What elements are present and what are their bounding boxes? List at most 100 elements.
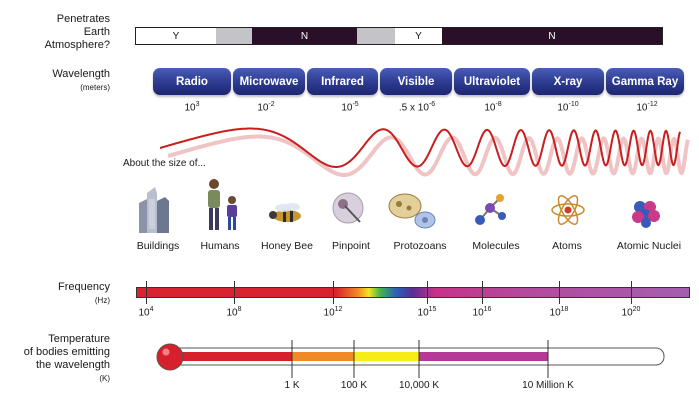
frequency-tick-label: 1012: [313, 306, 353, 318]
temperature-tick-label: 10 Million K: [522, 380, 574, 391]
atmosphere-segment-text: Y: [172, 30, 180, 42]
band-radio: Radio: [153, 68, 231, 95]
wavelength-value: 10-2: [231, 101, 301, 113]
band-microwave: Microwave: [233, 68, 305, 95]
frequency-title: Frequency: [58, 281, 110, 293]
frequency-bar: [136, 287, 690, 298]
honey-bee-icon: [269, 203, 301, 222]
frequency-tick: [427, 281, 428, 304]
frequency-exponent: 20: [632, 306, 641, 313]
frequency-base: 10: [621, 307, 633, 319]
wavelength-value: .5 x 10-6: [382, 101, 452, 113]
frequency-exponent: 16: [483, 306, 492, 313]
atmosphere-segment-text: N: [548, 30, 556, 42]
wavelength-exponent: -8: [495, 101, 502, 108]
band-infrared: Infrared: [307, 68, 378, 95]
temperature-label: Temperature of bodies emitting the wavel…: [5, 333, 110, 385]
temperature-segment: [292, 352, 354, 361]
wavelength-base: .5 x 10: [398, 102, 429, 114]
wavelength-value: 10-8: [458, 101, 528, 113]
atmosphere-label-line2: Earth: [83, 26, 110, 38]
wavelength-exponent: -12: [647, 101, 658, 108]
atmosphere-segment: Y: [395, 28, 442, 44]
pinpoint-icon: [332, 192, 364, 224]
frequency-tick-label: 104: [126, 306, 166, 318]
atmosphere-label-line1: Penetrates: [56, 13, 110, 25]
atmosphere-segment-text: N: [300, 30, 309, 42]
band-label: X-ray: [553, 75, 583, 88]
wavelength-value: 10-5: [315, 101, 385, 113]
temperature-label-line2: of bodies emitting: [23, 346, 110, 358]
temperature-tick-label: 100 K: [340, 380, 368, 391]
wavelength-exponent: 3: [195, 101, 200, 108]
frequency-tick-label: 1016: [462, 306, 502, 318]
frequency-tick: [146, 281, 147, 304]
wave-line: [160, 127, 681, 168]
frequency-base: 10: [549, 307, 561, 319]
wave-shadow: [167, 134, 690, 177]
atmosphere-label-line3: Atmosphere?: [44, 39, 110, 51]
wavelength-exponent: -10: [568, 101, 579, 108]
frequency-exponent: 4: [149, 306, 154, 313]
buildings-icon: [139, 187, 169, 233]
wavelength-exponent: -2: [268, 101, 275, 108]
wavelength-base: 10: [484, 102, 496, 114]
frequency-exponent: 15: [428, 306, 437, 313]
frequency-base: 10: [138, 307, 150, 319]
wavelength-base: 10: [557, 102, 569, 114]
frequency-base: 10: [323, 307, 335, 319]
wavelength-unit: (meters): [80, 83, 110, 92]
protozoans-icon: [388, 193, 436, 229]
wave-diagram: [160, 127, 690, 177]
atmosphere-segment: N: [442, 28, 662, 44]
band-ultraviolet: Ultraviolet: [454, 68, 530, 95]
frequency-exponent: 8: [237, 306, 242, 313]
frequency-exponent: 12: [334, 306, 343, 313]
frequency-base: 10: [417, 307, 429, 319]
wavelength-value: 103: [157, 101, 227, 113]
about-size-label: About the size of...: [123, 158, 206, 169]
atmosphere-segment: Y: [136, 28, 216, 44]
wavelength-exponent: -6: [428, 101, 436, 108]
atomic-nuclei-icon: [632, 201, 660, 228]
humans-icon: [208, 179, 237, 230]
wavelength-title: Wavelength: [52, 68, 110, 80]
band-gamma-ray: Gamma Ray: [606, 68, 684, 95]
wavelength-value: 10-10: [533, 101, 603, 113]
molecules-icon: [475, 194, 506, 225]
band-label: Visible: [397, 75, 435, 88]
frequency-base: 10: [472, 307, 484, 319]
temperature-tick-label: 1 K: [284, 380, 300, 391]
frequency-unit: (Hz): [94, 296, 110, 305]
object-label: Atomic Nuclei: [616, 240, 682, 252]
object-label: Honey Bee: [261, 240, 313, 252]
temperature-segment: [354, 352, 419, 361]
temperature-segment: [168, 352, 292, 361]
frequency-label: Frequency (Hz): [10, 281, 110, 307]
band-visible: Visible: [380, 68, 452, 95]
atmosphere-bar: Y N Y N: [135, 27, 663, 45]
frequency-tick: [559, 281, 560, 304]
temperature-unit: (K): [99, 374, 110, 383]
band-x-ray: X-ray: [532, 68, 604, 95]
frequency-base: 10: [226, 307, 238, 319]
object-label: Atoms: [552, 240, 582, 252]
band-label: Microwave: [239, 75, 299, 88]
wavelength-value: 10-12: [612, 101, 682, 113]
band-label: Infrared: [321, 75, 364, 88]
wavelength-base: 10: [341, 102, 353, 114]
frequency-tick-label: 1020: [611, 306, 651, 318]
band-label: Ultraviolet: [463, 75, 521, 88]
frequency-tick-label: 108: [214, 306, 254, 318]
atmosphere-segment: [216, 28, 252, 44]
wavelength-base: 10: [636, 102, 648, 114]
wavelength-label: Wavelength (meters): [10, 68, 110, 94]
frequency-tick-label: 1018: [539, 306, 579, 318]
frequency-exponent: 18: [560, 306, 569, 313]
wavelength-base: 10: [257, 102, 269, 114]
frequency-tick: [631, 281, 632, 304]
temperature-label-line1: Temperature: [48, 333, 110, 345]
band-label: Gamma Ray: [611, 75, 679, 88]
temperature-thermometer: [156, 340, 665, 378]
wavelength-base: 10: [184, 102, 196, 114]
